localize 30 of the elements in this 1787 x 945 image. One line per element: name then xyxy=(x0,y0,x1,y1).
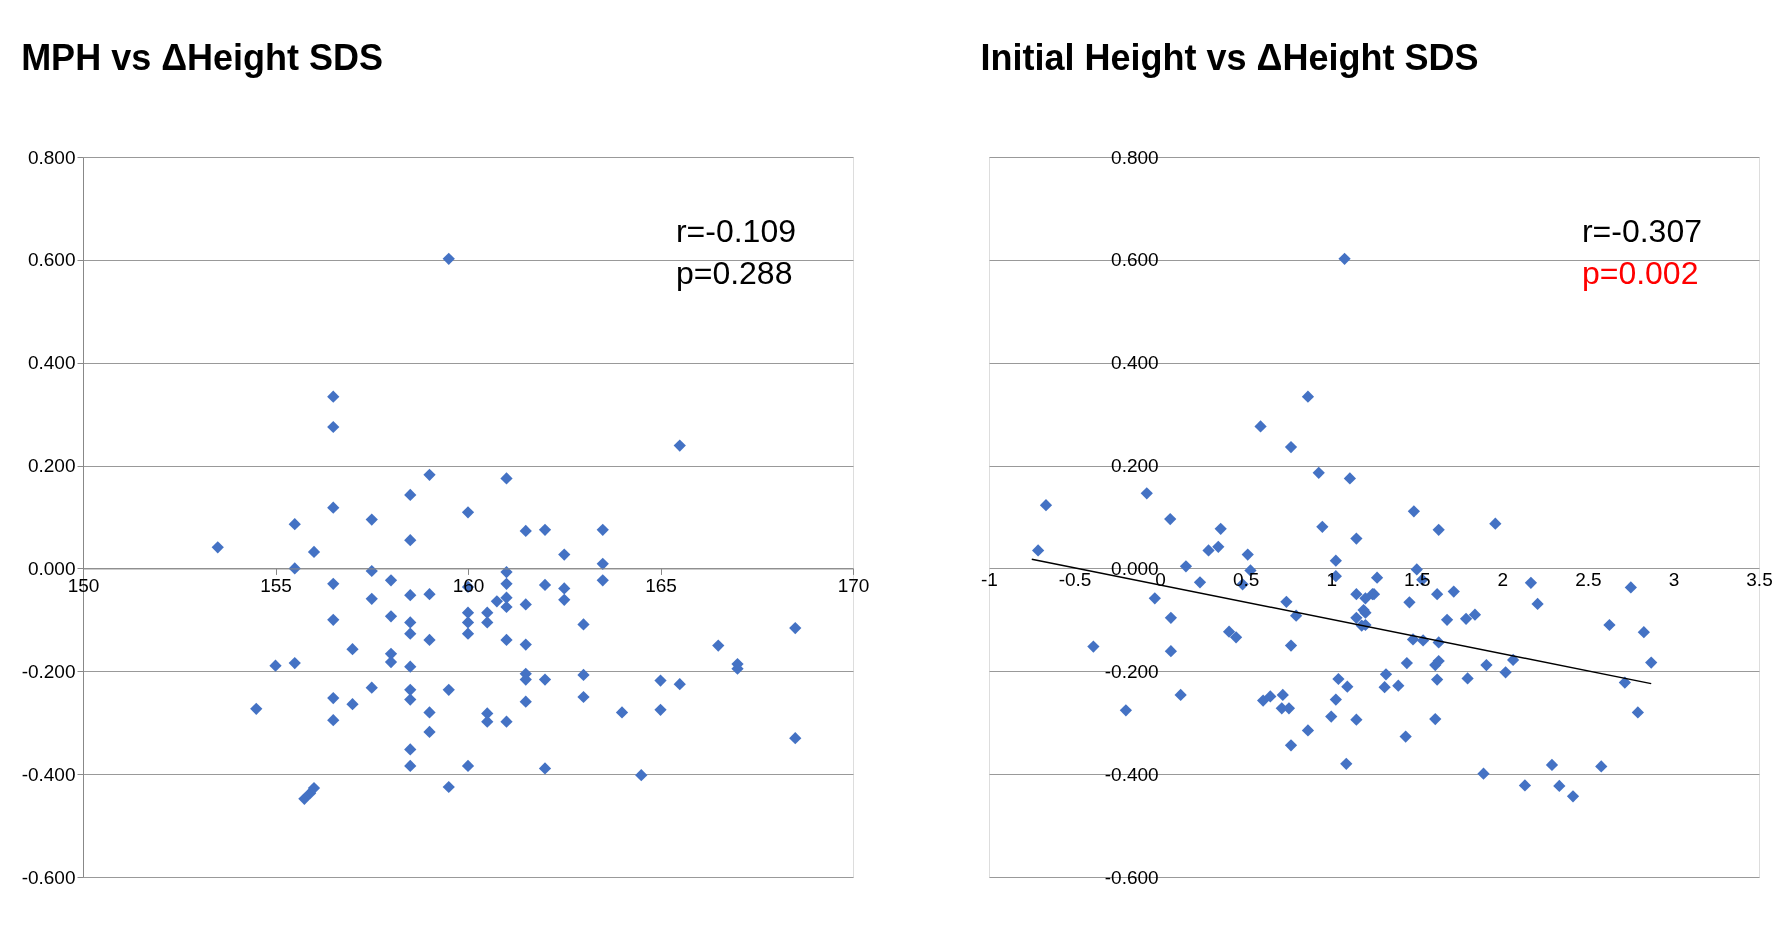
x-tick-label: 2.5 xyxy=(1575,568,1602,590)
annotation: r=-0.307 xyxy=(1581,213,1702,249)
x-tick-label: 165 xyxy=(645,574,677,596)
y-tick-label: 0.400 xyxy=(27,352,76,374)
y-tick-label: -0.200 xyxy=(1104,660,1159,682)
annotation: p=0.288 xyxy=(675,255,793,291)
annotation: p=0.002 xyxy=(1581,255,1699,291)
y-tick-label: -0.400 xyxy=(21,763,76,785)
x-tick-label: 155 xyxy=(260,574,292,596)
x-tick-label: 3 xyxy=(1668,568,1680,590)
y-tick-label: 0.200 xyxy=(1111,455,1159,477)
x-tick-label: 3.5 xyxy=(1746,568,1773,590)
x-tick-label: 2 xyxy=(1497,568,1509,590)
y-tick-label: 0.200 xyxy=(27,455,76,477)
chart-title: Initial Height vs ΔHeight SDS xyxy=(980,37,1479,78)
x-tick-label: -1 xyxy=(981,568,998,590)
x-tick-label: 170 xyxy=(837,574,870,596)
y-tick-label: -0.400 xyxy=(1104,763,1159,785)
x-tick-label: 0.5 xyxy=(1232,568,1260,590)
y-tick-label: 0.800 xyxy=(27,146,76,168)
y-tick-label: 0.400 xyxy=(1111,352,1159,374)
y-tick-label: -0.200 xyxy=(21,660,76,682)
y-tick-label: -0.600 xyxy=(21,866,76,888)
annotation: r=-0.109 xyxy=(675,213,796,249)
chart-title: MPH vs ΔHeight SDS xyxy=(21,37,384,78)
y-tick-label: 0.600 xyxy=(27,249,76,271)
y-tick-label: -0.600 xyxy=(1104,866,1159,888)
x-tick-label: -0.5 xyxy=(1058,568,1092,590)
y-tick-label: 0.600 xyxy=(1111,249,1159,271)
y-tick-label: 0.800 xyxy=(1111,146,1159,168)
